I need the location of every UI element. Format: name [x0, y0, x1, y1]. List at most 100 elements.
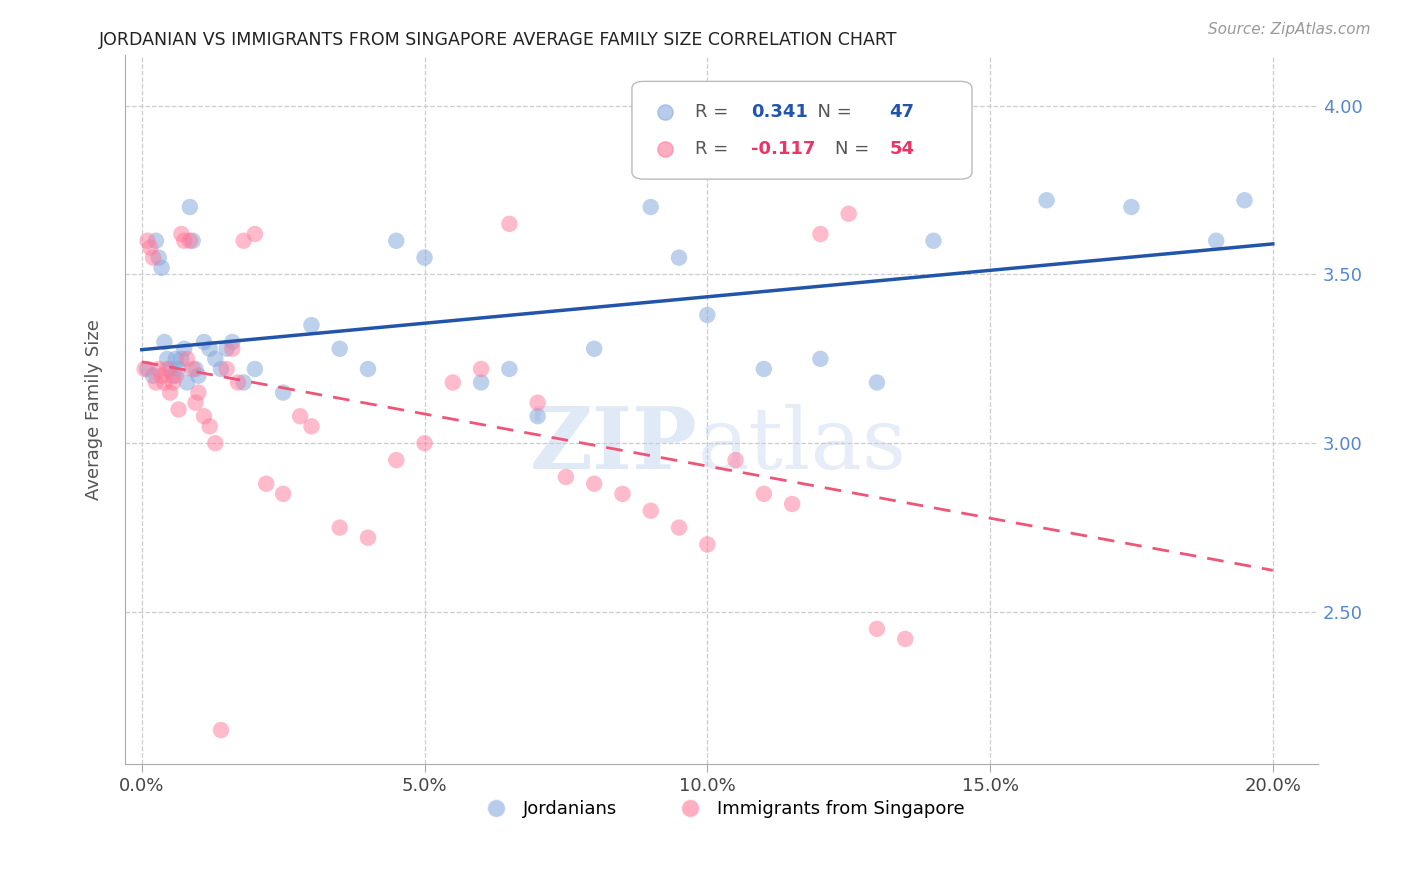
Point: [838, 207, 860, 221]
Point: [145, 376, 167, 390]
Point: [198, 419, 221, 434]
Point: [145, 234, 167, 248]
Text: 47: 47: [890, 103, 915, 120]
Point: [142, 368, 165, 383]
Point: [159, 385, 181, 400]
Point: [148, 362, 170, 376]
Y-axis label: Average Family Size: Average Family Size: [86, 319, 103, 500]
Point: [153, 334, 176, 349]
Point: [526, 395, 548, 409]
Point: [162, 368, 184, 383]
Point: [288, 409, 311, 424]
Point: [150, 368, 173, 383]
Text: -0.117: -0.117: [751, 140, 815, 158]
Point: [176, 351, 198, 366]
Point: [922, 234, 945, 248]
Point: [696, 537, 718, 551]
Point: [385, 234, 408, 248]
Point: [142, 251, 165, 265]
Point: [612, 487, 634, 501]
Point: [159, 362, 181, 376]
Text: N =: N =: [806, 103, 858, 120]
Point: [668, 520, 690, 534]
Point: [209, 362, 232, 376]
Point: [301, 419, 323, 434]
Point: [148, 251, 170, 265]
Point: [156, 362, 179, 376]
Text: atlas: atlas: [697, 403, 907, 486]
Point: [173, 234, 195, 248]
Legend: Jordanians, Immigrants from Singapore: Jordanians, Immigrants from Singapore: [471, 793, 972, 826]
Text: ZIP: ZIP: [530, 403, 697, 487]
Point: [153, 376, 176, 390]
Point: [181, 362, 204, 376]
Point: [1233, 193, 1256, 207]
Point: [139, 240, 162, 254]
Point: [583, 476, 606, 491]
Point: [134, 362, 156, 376]
Point: [165, 368, 187, 383]
Point: [162, 376, 184, 390]
Point: [215, 342, 238, 356]
Point: [470, 362, 492, 376]
Point: [357, 531, 380, 545]
Point: [187, 368, 209, 383]
Point: [179, 200, 201, 214]
Point: [329, 342, 352, 356]
Text: R =: R =: [695, 140, 734, 158]
Point: [167, 362, 190, 376]
Point: [1035, 193, 1057, 207]
Point: [526, 409, 548, 424]
Text: R =: R =: [695, 103, 734, 120]
Point: [271, 385, 294, 400]
Point: [808, 227, 831, 241]
Point: [780, 497, 803, 511]
Point: [184, 395, 207, 409]
Point: [271, 487, 294, 501]
Point: [204, 351, 226, 366]
Point: [243, 362, 266, 376]
Point: [184, 362, 207, 376]
Point: [221, 334, 243, 349]
Point: [640, 504, 662, 518]
Point: [215, 362, 238, 376]
Point: [1205, 234, 1227, 248]
Text: JORDANIAN VS IMMIGRANTS FROM SINGAPORE AVERAGE FAMILY SIZE CORRELATION CHART: JORDANIAN VS IMMIGRANTS FROM SINGAPORE A…: [98, 31, 897, 49]
Point: [165, 351, 187, 366]
Point: [441, 376, 464, 390]
Point: [894, 632, 917, 646]
Point: [1121, 200, 1143, 214]
Point: [156, 351, 179, 366]
Point: [498, 362, 520, 376]
Point: [668, 251, 690, 265]
Point: [301, 318, 323, 332]
Point: [167, 402, 190, 417]
Point: [150, 260, 173, 275]
Text: 0.341: 0.341: [751, 103, 808, 120]
Point: [413, 436, 436, 450]
Text: N =: N =: [835, 140, 875, 158]
Point: [209, 723, 232, 737]
Point: [173, 342, 195, 356]
Point: [470, 376, 492, 390]
Text: Source: ZipAtlas.com: Source: ZipAtlas.com: [1208, 22, 1371, 37]
Point: [136, 234, 159, 248]
Point: [752, 362, 775, 376]
Point: [243, 227, 266, 241]
Point: [498, 217, 520, 231]
Point: [232, 376, 254, 390]
Point: [640, 200, 662, 214]
Text: 54: 54: [890, 140, 915, 158]
Point: [752, 487, 775, 501]
Point: [329, 520, 352, 534]
Point: [204, 436, 226, 450]
Point: [176, 376, 198, 390]
Point: [136, 362, 159, 376]
Point: [221, 342, 243, 356]
Point: [583, 342, 606, 356]
Point: [226, 376, 249, 390]
Point: [866, 622, 889, 636]
Point: [254, 476, 277, 491]
Point: [198, 342, 221, 356]
Point: [808, 351, 831, 366]
